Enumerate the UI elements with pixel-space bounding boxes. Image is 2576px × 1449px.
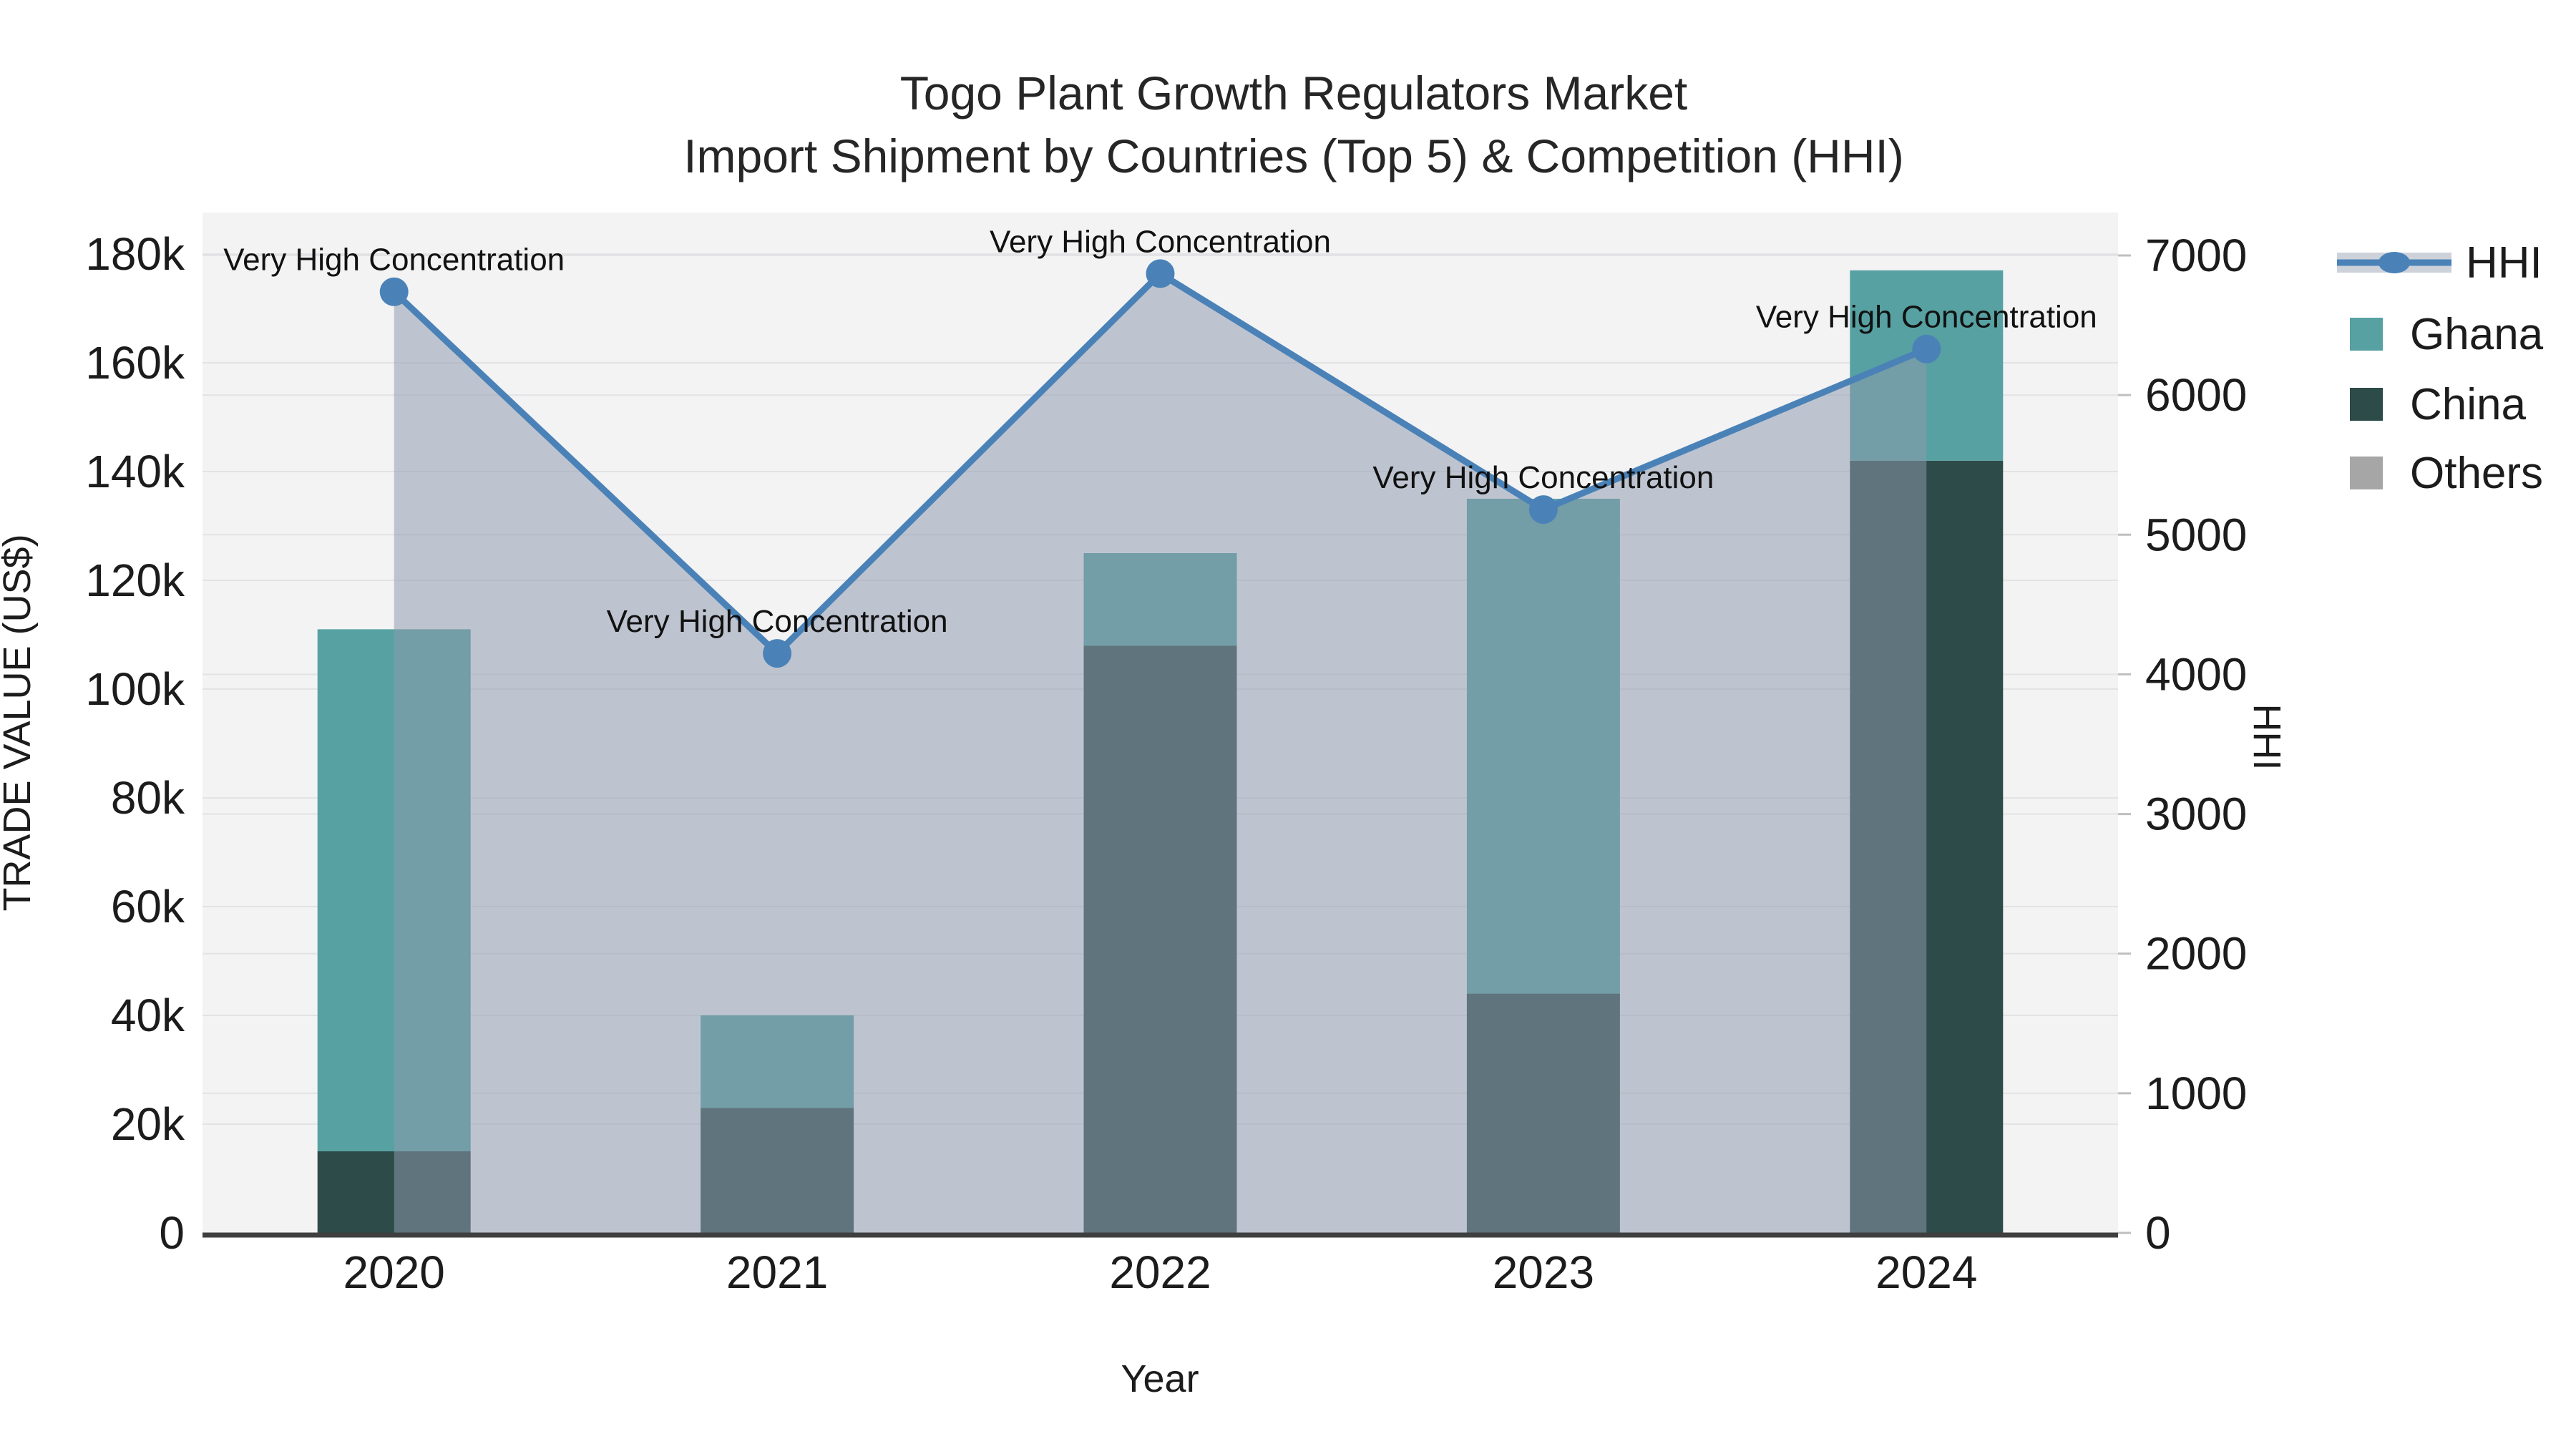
legend-label: China [2410, 380, 2527, 429]
right-axis-tick-label: 3000 [2145, 789, 2247, 840]
right-axis-tick-label: 1000 [2145, 1068, 2247, 1119]
right-axis-tick-label: 4000 [2145, 648, 2247, 700]
left-axis-tick-label: 120k [85, 555, 185, 606]
right-axis-tick-label: 7000 [2145, 230, 2247, 281]
x-tick-label-2023: 2023 [1493, 1246, 1594, 1298]
legend-item-ghana[interactable]: Ghana [2350, 310, 2544, 359]
legend-swatch-ghana [2350, 318, 2383, 351]
left-axis-tick-label: 20k [111, 1098, 185, 1150]
right-axis-title: HHI [2245, 704, 2288, 771]
left-axis-tick-label: 60k [111, 881, 185, 932]
annotation-2024: Very High Concentration [1756, 300, 2097, 335]
left-axis-tick-label: 40k [111, 990, 185, 1041]
hhi-marker-2021[interactable] [763, 639, 792, 668]
legend-item-others[interactable]: Others [2350, 449, 2543, 498]
left-axis-title: TRADE VALUE (US$) [0, 534, 39, 911]
annotations-group: Very High Concentration Very High Concent… [223, 224, 2097, 639]
x-tick-label-2024: 2024 [1875, 1246, 1977, 1298]
x-tick-label-2022: 2022 [1109, 1246, 1211, 1298]
x-tick-label-2020: 2020 [343, 1246, 445, 1298]
legend-swatch-china [2350, 388, 2383, 421]
annotation-2020: Very High Concentration [223, 243, 565, 278]
right-axis-tickmarks [2118, 254, 2131, 1234]
right-axis-tick-label: 5000 [2145, 509, 2247, 560]
right-axis-tick-label: 2000 [2145, 928, 2247, 980]
legend-label: Ghana [2410, 310, 2544, 359]
right-axis-tick-labels: 0 1000 2000 3000 4000 5000 6000 7000 [2145, 230, 2247, 1259]
hhi-marker-2020[interactable] [379, 277, 409, 306]
legend: HHI Ghana China Others [2337, 238, 2544, 498]
annotation-2021: Very High Concentration [607, 604, 948, 639]
hhi-marker-2023[interactable] [1528, 495, 1558, 525]
hhi-legend-marker-icon [2379, 252, 2410, 273]
chart-title-line2: Import Shipment by Countries (Top 5) & C… [683, 130, 1904, 182]
x-axis-tick-labels: 2020 2021 2022 2023 2024 [343, 1246, 1978, 1298]
left-axis-tick-label: 180k [85, 228, 185, 280]
left-axis-tick-label: 140k [85, 446, 185, 497]
right-axis-tick-label: 0 [2145, 1207, 2171, 1259]
right-axis-tick-label: 6000 [2145, 369, 2247, 421]
x-axis-title: Year [1121, 1357, 1199, 1400]
hhi-marker-2024[interactable] [1912, 334, 1941, 364]
left-axis-tick-label: 160k [85, 337, 185, 389]
hhi-markers-group [379, 259, 1941, 668]
hhi-marker-2022[interactable] [1146, 259, 1175, 288]
left-axis-tick-label: 100k [85, 663, 185, 715]
left-axis-tick-labels: 0 20k 40k 60k 80k 100k 120k 140k 160k 180k [85, 228, 185, 1259]
legend-item-china[interactable]: China [2350, 380, 2527, 429]
annotation-2023: Very High Concentration [1372, 460, 1714, 495]
left-axis-tick-label: 80k [111, 772, 185, 824]
legend-label: HHI [2466, 238, 2542, 288]
left-axis-tick-label: 0 [159, 1207, 185, 1259]
x-tick-label-2021: 2021 [726, 1246, 828, 1298]
legend-label: Others [2410, 449, 2543, 498]
legend-item-hhi[interactable]: HHI [2337, 238, 2542, 288]
chart-title-line1: Togo Plant Growth Regulators Market [900, 67, 1688, 119]
legend-swatch-others [2350, 457, 2383, 489]
annotation-2022: Very High Concentration [990, 224, 1331, 259]
